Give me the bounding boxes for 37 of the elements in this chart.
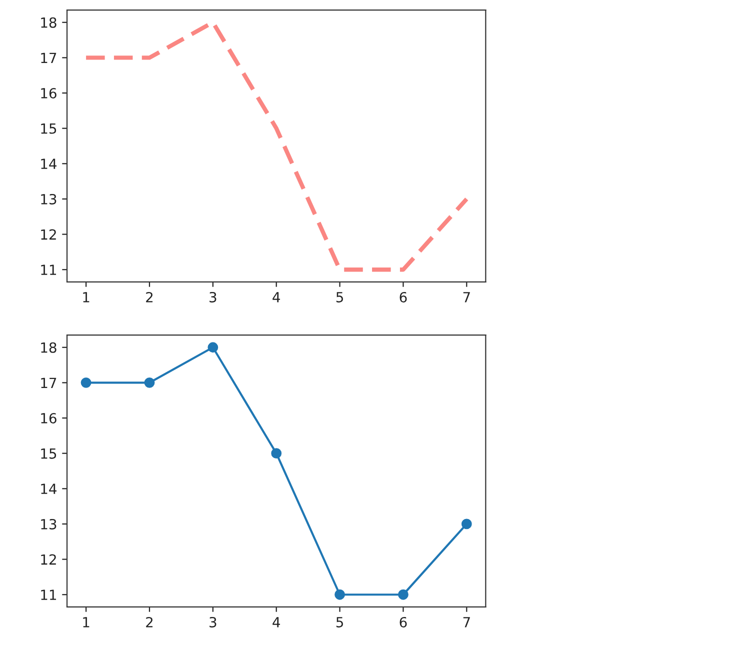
- x-tick-label: 3: [210, 292, 216, 302]
- y-tick-label: 17: [41, 378, 56, 388]
- x-tick-label: 7: [463, 292, 470, 302]
- x-tick-label: 7: [463, 617, 470, 628]
- y-tick-label: 15: [41, 123, 56, 134]
- point: [208, 342, 218, 353]
- x-tick-label: 1: [83, 292, 90, 302]
- x-tick-label: 5: [336, 292, 343, 302]
- point: [398, 589, 408, 600]
- point: [144, 377, 155, 388]
- y-tick-label: 17: [41, 52, 56, 63]
- x-tick-label: 3: [210, 616, 216, 628]
- x-tick-label: 6: [400, 292, 407, 302]
- point: [271, 448, 282, 459]
- y-tick-label: 16: [41, 412, 56, 424]
- y-tick-label: 16: [41, 88, 56, 98]
- point: [461, 518, 472, 530]
- y-tick-label: 14: [41, 158, 57, 169]
- x-tick-label: 2: [146, 616, 153, 628]
- y-tick-label: 14: [41, 484, 57, 494]
- x-tick-label: 6: [400, 616, 407, 628]
- y-tick-label: 18: [41, 17, 56, 28]
- x-tick-label: 4: [272, 292, 280, 302]
- point: [80, 377, 92, 388]
- x-tick-label: 5: [336, 617, 343, 628]
- point: [334, 589, 345, 600]
- y-tick-label: 13: [41, 518, 56, 530]
- y-tick-label: 11: [41, 590, 56, 600]
- y-tick-label: 18: [41, 342, 56, 353]
- y-tick-label: 13: [41, 194, 56, 204]
- x-tick-label: 2: [146, 292, 153, 302]
- y-tick-label: 11: [41, 264, 56, 275]
- y-tick-label: 12: [41, 554, 56, 565]
- x-tick-label: 1: [83, 617, 90, 628]
- y-tick-label: 12: [41, 229, 56, 240]
- y-tick-label: 15: [41, 448, 56, 459]
- x-tick-label: 4: [272, 617, 280, 628]
